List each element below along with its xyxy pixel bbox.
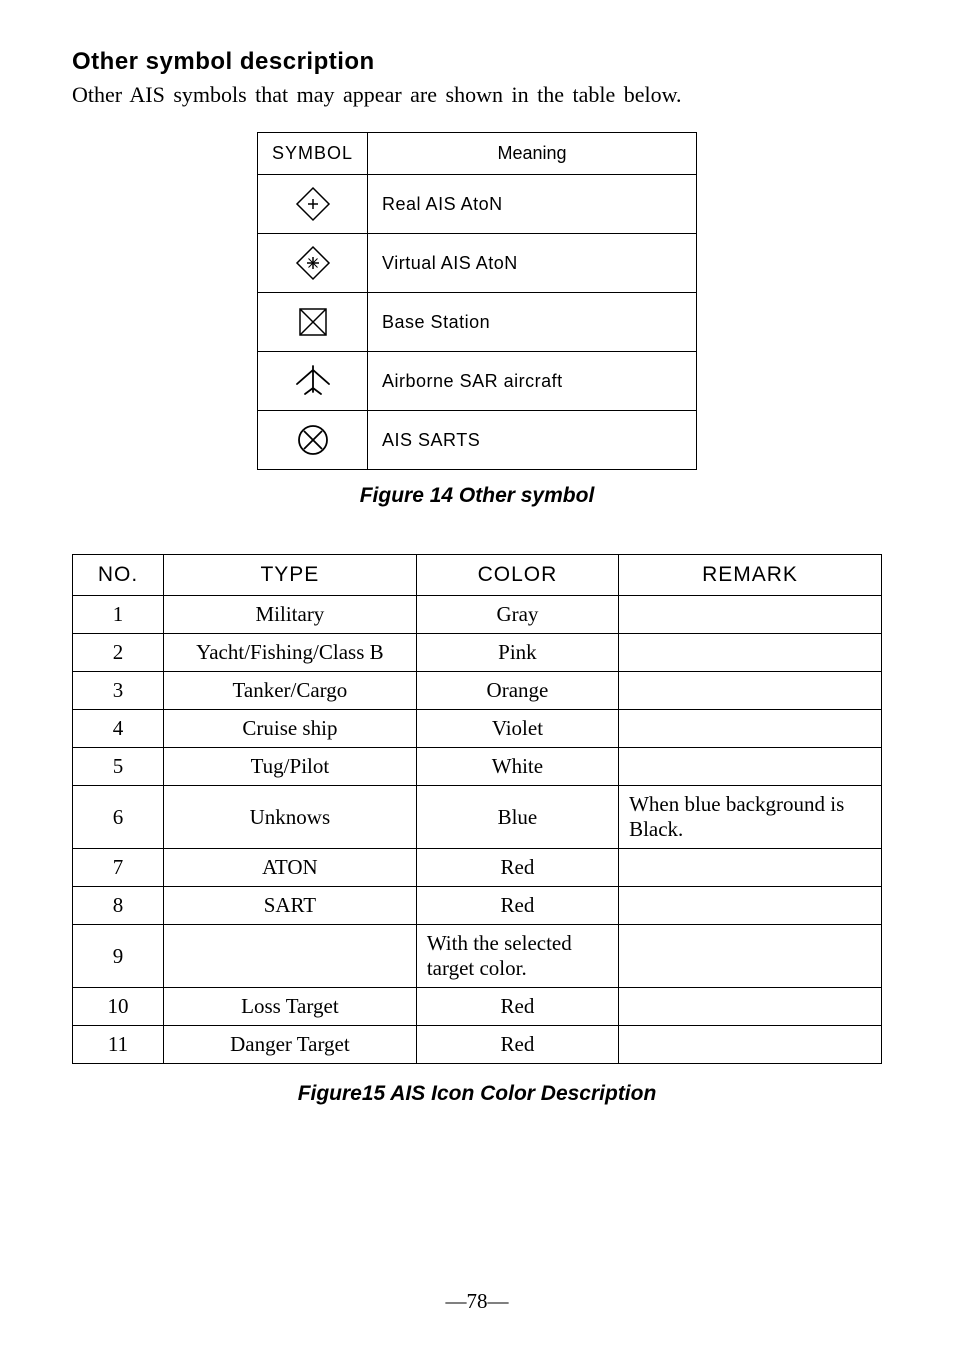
color-cell: Blue (416, 786, 618, 849)
figure14-caption: Figure 14 Other symbol (72, 484, 882, 508)
symbol-cell (258, 293, 368, 352)
remark-cell: When blue background is Black. (619, 786, 882, 849)
table-row: Base Station (258, 293, 697, 352)
meaning-cell: Virtual AIS AtoN (368, 234, 697, 293)
no-cell: 9 (73, 925, 164, 988)
remark-cell (619, 672, 882, 710)
symbol-header: SYMBOL (258, 133, 368, 175)
table-row: 11 Danger Target Red (73, 1026, 882, 1064)
circle-x-icon (294, 421, 332, 459)
color-table: NO. TYPE COLOR REMARK 1 Military Gray 2 … (72, 554, 882, 1064)
color-cell: With the selected target color. (416, 925, 618, 988)
table-row: 1 Military Gray (73, 596, 882, 634)
meaning-header: Meaning (368, 133, 697, 175)
color-cell: Red (416, 988, 618, 1026)
remark-cell (619, 748, 882, 786)
no-cell: 11 (73, 1026, 164, 1064)
type-cell: Tug/Pilot (164, 748, 417, 786)
no-cell: 7 (73, 849, 164, 887)
type-header: TYPE (164, 555, 417, 596)
type-cell: Tanker/Cargo (164, 672, 417, 710)
no-cell: 2 (73, 634, 164, 672)
no-cell: 3 (73, 672, 164, 710)
symbol-table: SYMBOL Meaning Real AIS AtoN Virtual AIS… (257, 132, 697, 470)
remark-cell (619, 887, 882, 925)
table-header-row: NO. TYPE COLOR REMARK (73, 555, 882, 596)
intro-text: Other AIS symbols that may appear are sh… (72, 82, 882, 108)
figure15-caption: Figure15 AIS Icon Color Description (72, 1082, 882, 1106)
color-header: COLOR (416, 555, 618, 596)
symbol-cell (258, 175, 368, 234)
table-row: Airborne SAR aircraft (258, 352, 697, 411)
table-row: 8 SART Red (73, 887, 882, 925)
table-row: 9 With the selected target color. (73, 925, 882, 988)
type-cell: Danger Target (164, 1026, 417, 1064)
meaning-cell: Airborne SAR aircraft (368, 352, 697, 411)
symbol-cell (258, 234, 368, 293)
remark-cell (619, 596, 882, 634)
color-cell: White (416, 748, 618, 786)
no-cell: 4 (73, 710, 164, 748)
type-cell: Unknows (164, 786, 417, 849)
no-cell: 6 (73, 786, 164, 849)
table-row: AIS SARTS (258, 411, 697, 470)
meaning-cell: Base Station (368, 293, 697, 352)
diamond-virtual-icon (294, 244, 332, 282)
color-cell: Pink (416, 634, 618, 672)
type-cell: Cruise ship (164, 710, 417, 748)
color-cell: Violet (416, 710, 618, 748)
symbol-cell (258, 352, 368, 411)
type-cell: Military (164, 596, 417, 634)
no-cell: 5 (73, 748, 164, 786)
no-cell: 8 (73, 887, 164, 925)
no-cell: 10 (73, 988, 164, 1026)
table-row: 3 Tanker/Cargo Orange (73, 672, 882, 710)
square-x-icon (294, 303, 332, 341)
meaning-cell: AIS SARTS (368, 411, 697, 470)
type-cell (164, 925, 417, 988)
aircraft-icon (291, 362, 335, 400)
no-cell: 1 (73, 596, 164, 634)
type-cell: ATON (164, 849, 417, 887)
table-row: 7 ATON Red (73, 849, 882, 887)
color-cell: Gray (416, 596, 618, 634)
type-cell: Loss Target (164, 988, 417, 1026)
table-row: Real AIS AtoN (258, 175, 697, 234)
remark-cell (619, 710, 882, 748)
color-cell: Red (416, 849, 618, 887)
table-row: 6 Unknows Blue When blue background is B… (73, 786, 882, 849)
remark-cell (619, 925, 882, 988)
page-number: —78— (0, 1289, 954, 1314)
table-row: 4 Cruise ship Violet (73, 710, 882, 748)
table-row: 2 Yacht/Fishing/Class B Pink (73, 634, 882, 672)
remark-cell (619, 634, 882, 672)
remark-cell (619, 1026, 882, 1064)
table-row: 5 Tug/Pilot White (73, 748, 882, 786)
diamond-plus-icon (294, 185, 332, 223)
remark-cell (619, 849, 882, 887)
type-cell: Yacht/Fishing/Class B (164, 634, 417, 672)
no-header: NO. (73, 555, 164, 596)
remark-cell (619, 988, 882, 1026)
color-cell: Red (416, 887, 618, 925)
type-cell: SART (164, 887, 417, 925)
remark-header: REMARK (619, 555, 882, 596)
symbol-cell (258, 411, 368, 470)
meaning-cell: Real AIS AtoN (368, 175, 697, 234)
color-cell: Orange (416, 672, 618, 710)
section-heading: Other symbol description (72, 48, 882, 76)
table-header-row: SYMBOL Meaning (258, 133, 697, 175)
table-row: Virtual AIS AtoN (258, 234, 697, 293)
table-row: 10 Loss Target Red (73, 988, 882, 1026)
color-cell: Red (416, 1026, 618, 1064)
